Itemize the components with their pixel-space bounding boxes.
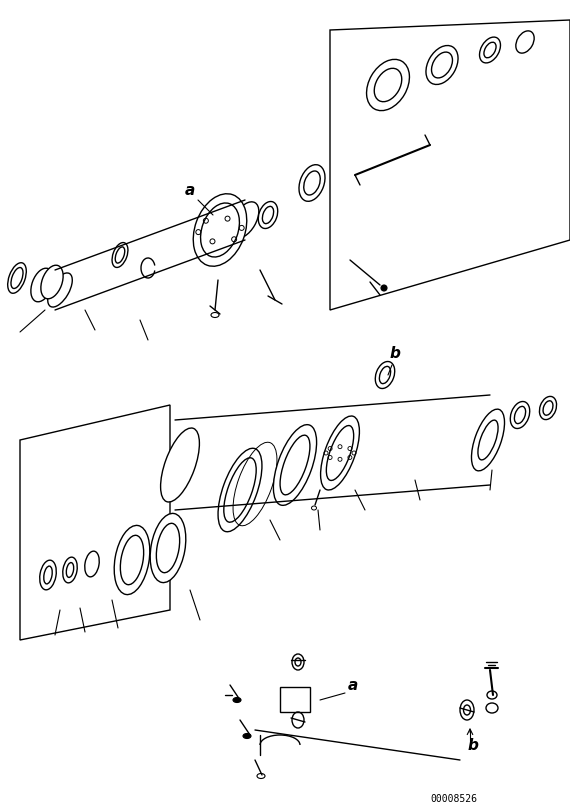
Text: 00008526: 00008526 xyxy=(430,794,477,804)
Ellipse shape xyxy=(367,60,409,110)
Ellipse shape xyxy=(193,193,247,266)
Ellipse shape xyxy=(487,691,497,699)
Ellipse shape xyxy=(218,448,262,532)
Text: b: b xyxy=(468,738,479,753)
Ellipse shape xyxy=(31,268,53,301)
Ellipse shape xyxy=(539,397,556,420)
Ellipse shape xyxy=(258,202,278,229)
Ellipse shape xyxy=(299,164,325,202)
Ellipse shape xyxy=(381,285,387,291)
Ellipse shape xyxy=(516,31,534,53)
Ellipse shape xyxy=(486,703,498,713)
Ellipse shape xyxy=(471,409,504,471)
Ellipse shape xyxy=(510,401,530,429)
Ellipse shape xyxy=(161,428,200,502)
Ellipse shape xyxy=(320,416,360,490)
Bar xyxy=(280,687,310,712)
Ellipse shape xyxy=(150,513,186,583)
Text: a: a xyxy=(185,183,196,198)
Polygon shape xyxy=(330,20,570,310)
Ellipse shape xyxy=(243,733,251,738)
Ellipse shape xyxy=(231,202,259,238)
Ellipse shape xyxy=(426,45,458,85)
Ellipse shape xyxy=(114,526,150,595)
Ellipse shape xyxy=(274,425,316,505)
Ellipse shape xyxy=(233,697,241,703)
Ellipse shape xyxy=(479,37,500,63)
Ellipse shape xyxy=(48,273,72,307)
Ellipse shape xyxy=(41,265,63,299)
Text: b: b xyxy=(390,346,401,361)
Text: a: a xyxy=(348,678,359,693)
Polygon shape xyxy=(20,405,170,640)
